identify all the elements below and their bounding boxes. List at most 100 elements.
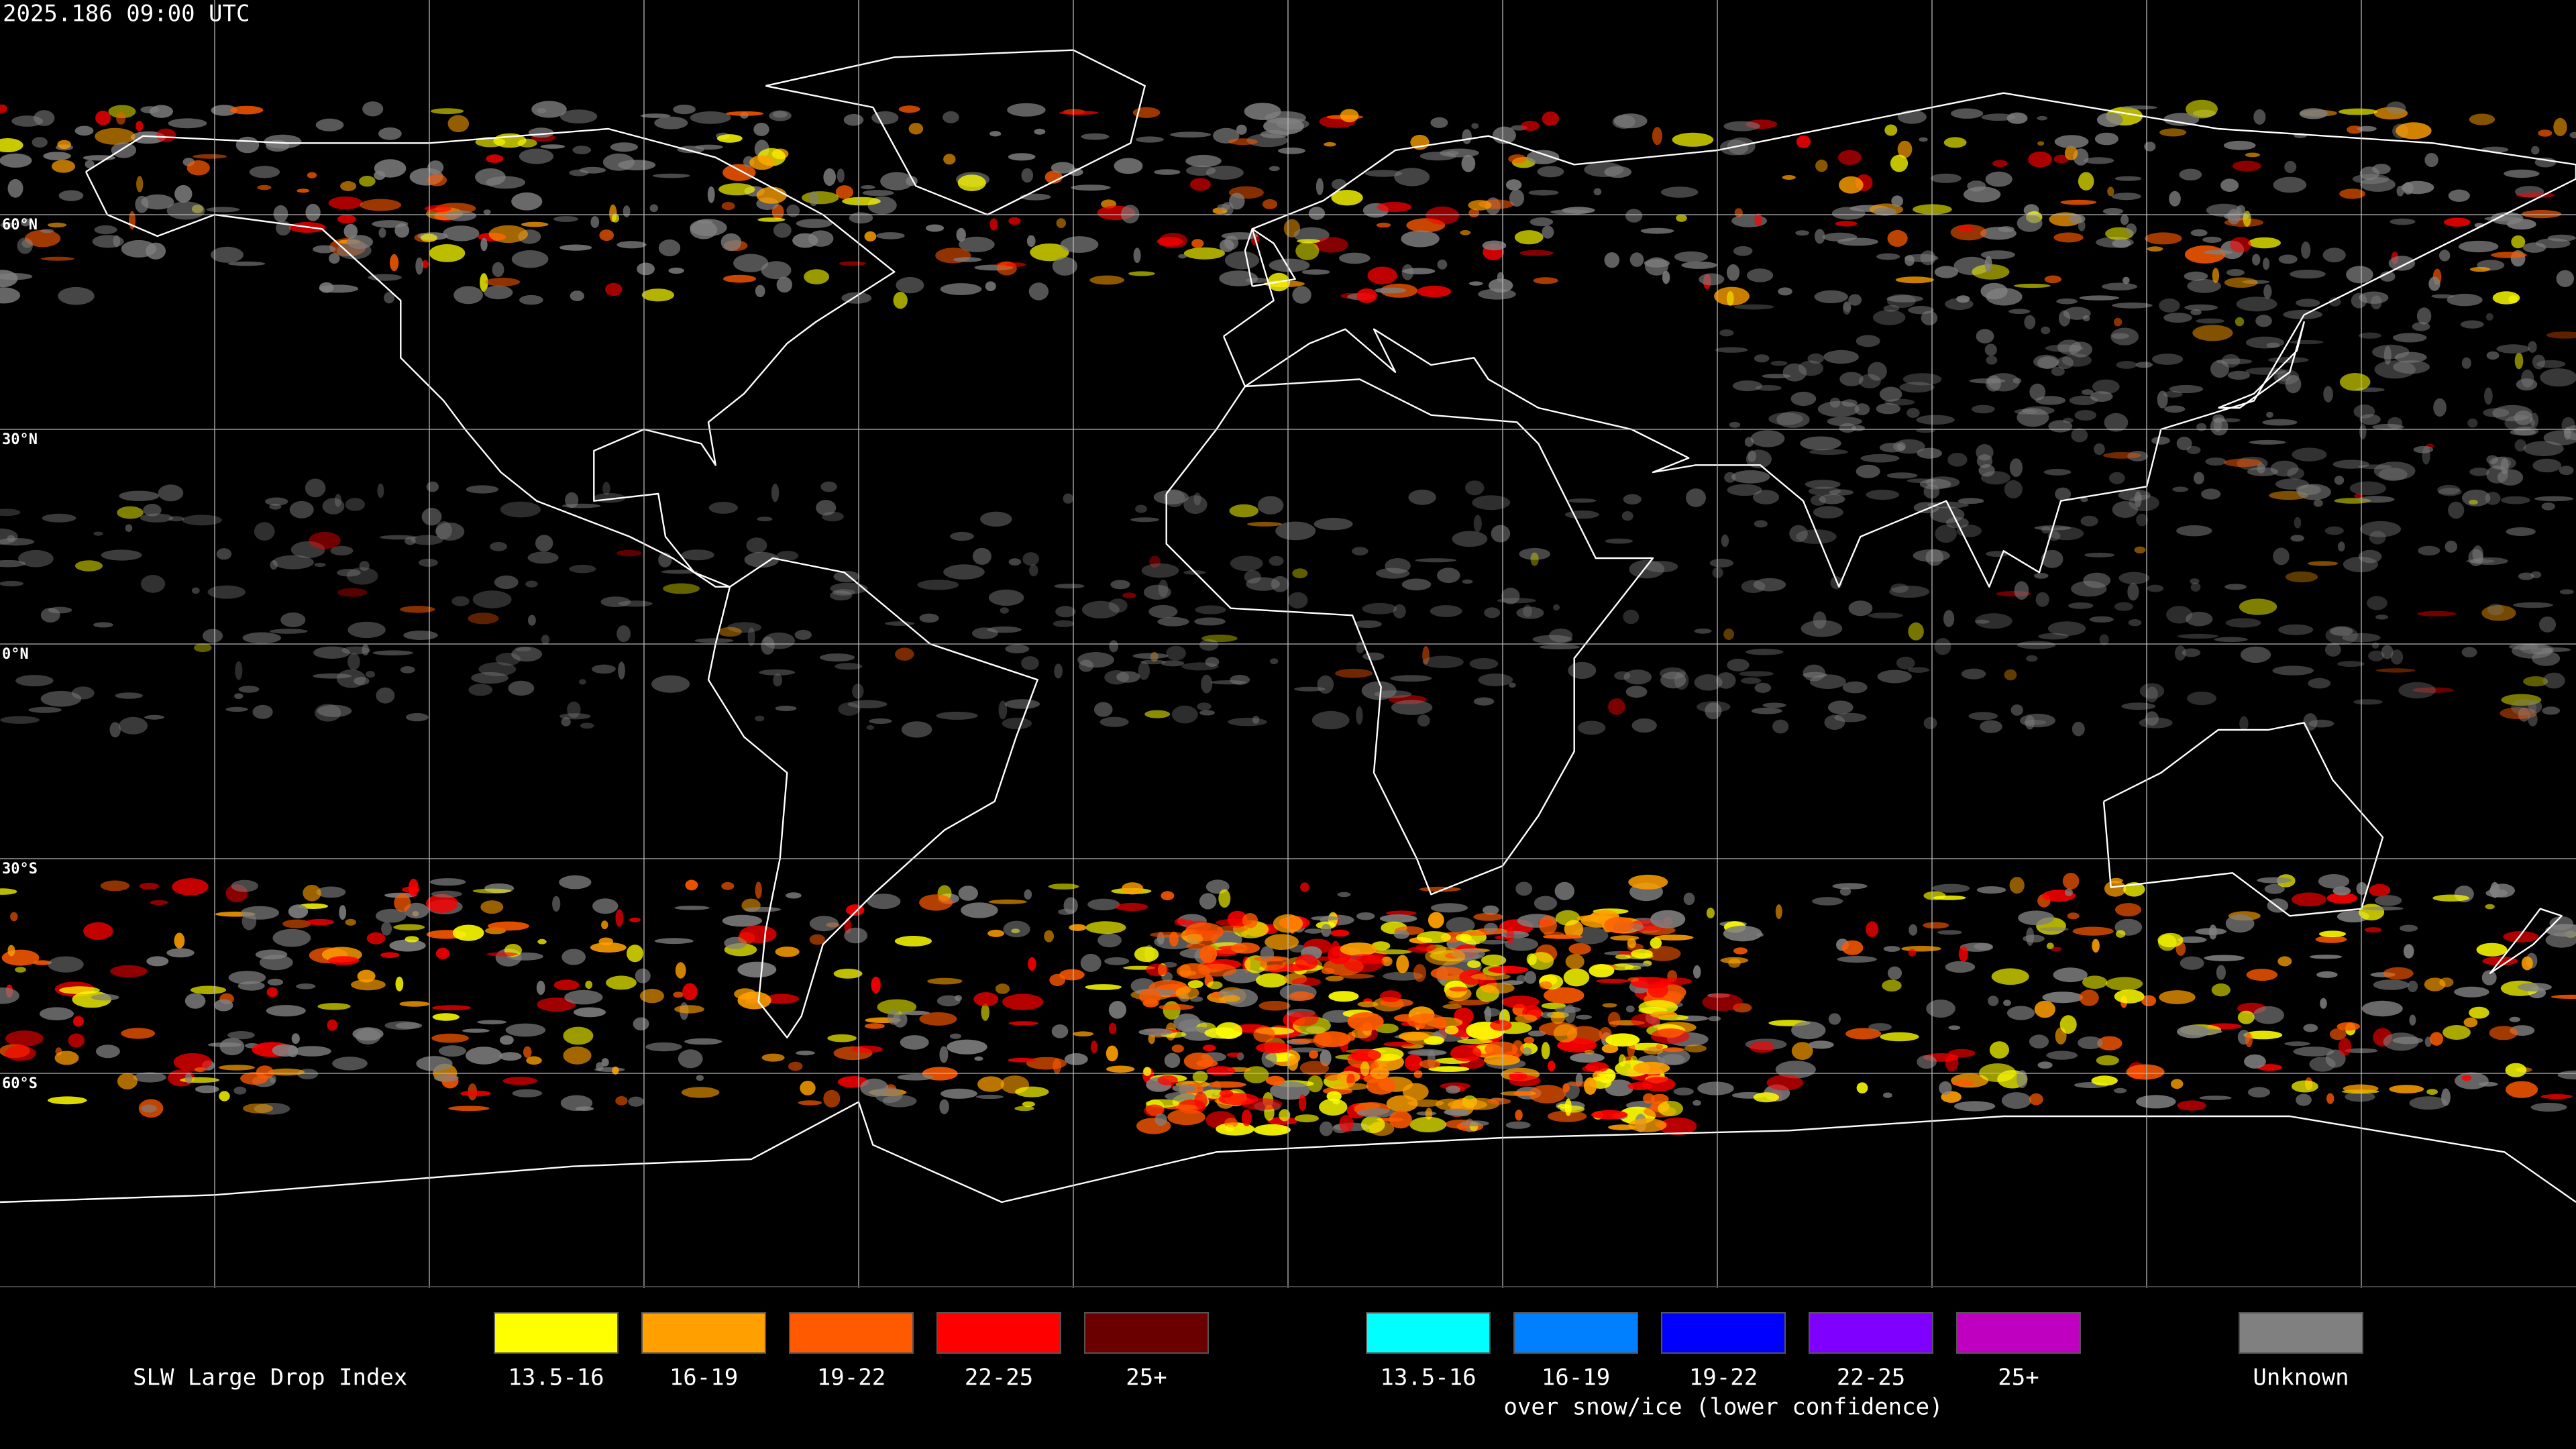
cloud-patch bbox=[864, 231, 877, 241]
cloud-patch bbox=[1356, 912, 1375, 920]
cloud-patch bbox=[2273, 547, 2290, 566]
cloud-patch bbox=[2443, 1025, 2471, 1040]
cloud-patch bbox=[381, 922, 392, 936]
cloud-patch bbox=[673, 991, 684, 998]
cloud-patch bbox=[592, 898, 619, 914]
cloud-patch bbox=[2392, 1036, 2424, 1044]
cloud-patch bbox=[2296, 299, 2320, 307]
cloud-patch bbox=[431, 1033, 469, 1043]
cloud-patch bbox=[480, 237, 488, 252]
cloud-patch bbox=[2352, 174, 2390, 184]
cloud-patch bbox=[1314, 237, 1348, 253]
cloud-patch bbox=[2290, 339, 2324, 345]
cloud-patch bbox=[2291, 892, 2327, 907]
cloud-patch bbox=[432, 1005, 472, 1011]
cloud-patch bbox=[435, 947, 450, 959]
cloud-patch bbox=[1393, 930, 1410, 939]
cloud-patch bbox=[2172, 486, 2189, 492]
cloud-patch bbox=[1482, 240, 1507, 251]
cloud-patch bbox=[1945, 298, 1974, 311]
cloud-patch bbox=[1289, 1010, 1319, 1026]
cloud-patch bbox=[2516, 378, 2538, 391]
cloud-patch bbox=[466, 485, 499, 494]
cloud-patch bbox=[628, 1096, 644, 1107]
cloud-patch bbox=[1986, 356, 1998, 365]
cloud-patch bbox=[372, 650, 414, 655]
cloud-patch bbox=[2135, 362, 2153, 368]
cloud-patch bbox=[1750, 1041, 1775, 1053]
cloud-patch bbox=[111, 142, 137, 158]
cloud-patch bbox=[1216, 925, 1248, 932]
cloud-patch bbox=[1069, 924, 1087, 931]
cloud-patch bbox=[1219, 239, 1234, 252]
cloud-patch bbox=[243, 1104, 273, 1114]
cloud-patch bbox=[1515, 1110, 1523, 1121]
cloud-patch bbox=[2447, 293, 2483, 307]
cloud-patch bbox=[1883, 1092, 1892, 1098]
cloud-patch bbox=[1053, 620, 1075, 627]
cloud-patch bbox=[2393, 360, 2430, 374]
cloud-patch bbox=[289, 500, 314, 519]
cloud-patch bbox=[1848, 600, 1873, 616]
cloud-patch bbox=[317, 1003, 351, 1010]
cloud-patch bbox=[1166, 645, 1186, 661]
cloud-patch bbox=[2330, 627, 2353, 636]
cloud-patch bbox=[1943, 610, 1955, 627]
cloud-patch bbox=[2287, 468, 2304, 480]
cloud-patch bbox=[1576, 1014, 1592, 1020]
cloud-patch bbox=[820, 481, 837, 492]
cloud-patch bbox=[943, 111, 959, 123]
cloud-patch bbox=[18, 549, 54, 568]
cloud-patch bbox=[1746, 449, 1772, 469]
cloud-patch bbox=[838, 702, 861, 716]
cloud-patch bbox=[2303, 1024, 2318, 1032]
cloud-patch bbox=[2084, 552, 2115, 557]
cloud-patch bbox=[0, 888, 17, 895]
cloud-patch bbox=[202, 629, 223, 643]
cloud-patch bbox=[74, 560, 103, 572]
cloud-patch bbox=[352, 1027, 384, 1041]
cloud-patch bbox=[1260, 129, 1289, 139]
cloud-patch bbox=[633, 1017, 649, 1031]
cloud-patch bbox=[1473, 515, 1482, 533]
cloud-patch bbox=[1295, 241, 1320, 260]
cloud-patch bbox=[1143, 584, 1171, 600]
cloud-patch bbox=[1007, 103, 1046, 117]
cloud-patch bbox=[211, 246, 244, 263]
cloud-patch bbox=[2469, 266, 2491, 272]
cloud-patch bbox=[2227, 209, 2241, 225]
cloud-patch bbox=[869, 718, 892, 724]
cloud-patch bbox=[2373, 462, 2416, 480]
cloud-patch bbox=[54, 1051, 79, 1065]
cloud-patch bbox=[2407, 980, 2418, 993]
cloud-patch bbox=[1361, 681, 1397, 700]
cloud-patch bbox=[290, 541, 325, 559]
cloud-patch bbox=[264, 134, 302, 149]
cloud-patch bbox=[1297, 239, 1320, 244]
cloud-patch bbox=[553, 216, 579, 222]
cloud-patch bbox=[1980, 250, 2015, 260]
cloud-patch bbox=[1186, 943, 1206, 950]
cloud-patch bbox=[2318, 874, 2350, 889]
cloud-patch bbox=[2230, 237, 2251, 253]
cloud-patch bbox=[596, 1062, 604, 1071]
cloud-patch bbox=[1287, 592, 1308, 609]
cloud-patch bbox=[28, 706, 62, 713]
cloud-patch bbox=[57, 140, 72, 150]
cloud-patch bbox=[101, 549, 142, 561]
cloud-patch bbox=[1800, 436, 1841, 451]
cloud-patch bbox=[339, 905, 347, 920]
cloud-patch bbox=[1674, 251, 1708, 262]
cloud-patch bbox=[1827, 700, 1854, 714]
cloud-patch bbox=[2389, 1085, 2424, 1093]
cloud-patch bbox=[508, 680, 535, 696]
cloud-patch bbox=[794, 629, 812, 640]
cloud-patch bbox=[2461, 357, 2471, 369]
cloud-patch bbox=[1975, 613, 2012, 629]
cloud-patch bbox=[1099, 716, 1129, 727]
cloud-patch bbox=[1856, 335, 1880, 347]
cloud-patch bbox=[521, 221, 549, 227]
cloud-patch bbox=[418, 558, 438, 567]
cloud-patch bbox=[1930, 173, 1962, 183]
cloud-patch bbox=[1719, 329, 1734, 337]
